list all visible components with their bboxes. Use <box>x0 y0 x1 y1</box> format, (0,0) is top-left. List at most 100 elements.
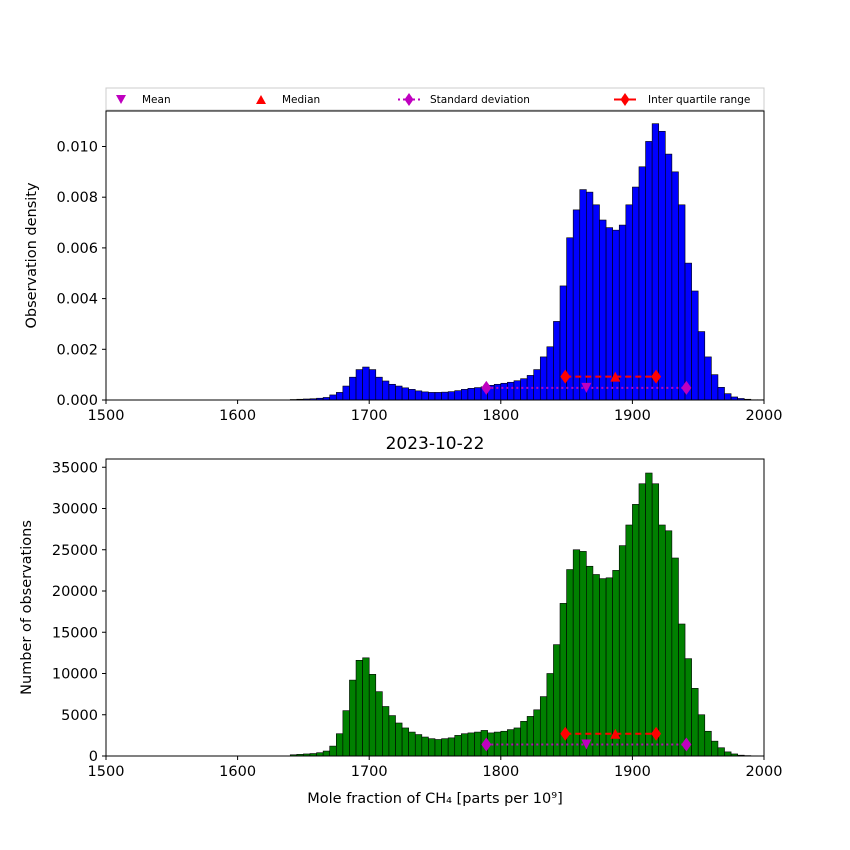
legend-std-marker-icon <box>404 93 414 106</box>
density-bar <box>414 390 423 401</box>
count-bar <box>461 733 469 757</box>
count-bar <box>513 727 521 757</box>
density-bar <box>546 346 554 401</box>
density-y-tick-label: 0.000 <box>56 393 98 409</box>
count-x-tick-label: 2000 <box>746 764 783 780</box>
count-std-endpoint-marker <box>681 737 692 752</box>
density-axes-frame <box>105 110 765 401</box>
count-x-tick-label: 1800 <box>482 764 519 780</box>
count-bar <box>335 733 344 757</box>
density-x-ticks: 1500 1600 1700 1800 1900 2000 <box>88 400 782 424</box>
density-bar <box>467 388 475 401</box>
count-bar <box>322 750 331 757</box>
count-x-tick-label: 1900 <box>614 764 651 780</box>
density-y-tick-label: 0.002 <box>56 342 98 358</box>
count-y-tick-label: 35000 <box>52 460 98 476</box>
count-bar <box>362 657 370 757</box>
density-bar <box>395 385 403 401</box>
count-bar <box>467 732 475 757</box>
count-bar <box>586 565 594 757</box>
count-mean-marker <box>581 739 592 750</box>
count-axes-frame <box>105 458 765 757</box>
count-bar <box>395 722 403 757</box>
count-y-tick-label: 20000 <box>52 584 98 600</box>
count-bar <box>704 730 712 757</box>
density-bar <box>704 356 712 401</box>
count-y-tick-label: 25000 <box>52 543 98 559</box>
density-bar <box>684 262 692 401</box>
density-bar <box>632 186 640 401</box>
count-bar <box>539 696 548 757</box>
density-bars <box>289 123 765 401</box>
density-bar <box>408 389 416 401</box>
count-bar <box>428 738 436 757</box>
density-x-tick-label: 1800 <box>482 408 519 424</box>
density-bar <box>434 392 442 401</box>
density-bar <box>474 387 482 401</box>
density-bar <box>507 381 515 401</box>
count-bar <box>355 659 363 757</box>
count-bar <box>592 574 600 757</box>
density-bar <box>428 392 436 401</box>
density-iqr-endpoint-marker <box>651 369 662 384</box>
density-bar <box>520 378 528 401</box>
legend-median-label: Median <box>282 94 320 106</box>
legend-iqr-label: Inter quartile range <box>648 94 750 106</box>
density-x-tick-label: 1700 <box>351 408 388 424</box>
legend-median-marker-icon <box>256 95 266 104</box>
density-bar <box>618 224 627 401</box>
density-bar <box>335 392 344 401</box>
count-bar <box>711 740 719 757</box>
density-bar <box>586 191 594 401</box>
count-bar <box>645 472 653 757</box>
density-bar <box>697 331 706 401</box>
count-y-ticks: 0 5000 10000 15000 20000 25000 30000 35000 <box>52 460 106 765</box>
count-bar <box>474 731 482 757</box>
density-std-endpoint-marker <box>681 380 692 395</box>
count-bar <box>625 524 633 757</box>
count-bar <box>671 557 679 757</box>
density-bar <box>401 387 409 401</box>
count-std-endpoint-marker <box>481 737 492 752</box>
count-bar <box>566 569 574 757</box>
count-bar <box>329 745 337 757</box>
density-bar <box>691 290 699 401</box>
count-bar <box>678 623 686 757</box>
count-bar <box>605 577 613 757</box>
count-bar <box>599 578 607 757</box>
count-bar <box>664 530 673 757</box>
density-bar <box>651 123 660 401</box>
density-bar <box>678 204 686 401</box>
count-bar <box>408 731 416 757</box>
density-mean-marker <box>581 382 592 393</box>
count-y-tick-label: 15000 <box>52 625 98 641</box>
density-bar <box>375 376 383 401</box>
count-bar <box>697 714 706 757</box>
count-bar <box>691 688 699 757</box>
density-bar <box>671 171 679 401</box>
count-stat-markers <box>481 726 692 752</box>
count-median-marker <box>610 728 621 739</box>
density-bar <box>421 391 429 401</box>
density-bar <box>441 391 449 401</box>
density-bar <box>625 204 633 401</box>
density-x-tick-label: 1600 <box>219 408 256 424</box>
density-bar <box>493 383 502 401</box>
density-bar <box>592 204 600 401</box>
count-bar <box>553 644 561 757</box>
density-bar <box>342 385 350 401</box>
count-chart-title: 2023-10-22 <box>386 434 485 454</box>
count-bar <box>533 709 541 757</box>
density-bar <box>382 380 390 401</box>
count-bar <box>526 716 534 757</box>
count-y-tick-label: 5000 <box>61 708 98 724</box>
density-bar <box>349 376 357 401</box>
count-iqr-endpoint-marker <box>651 726 662 741</box>
legend-frame <box>105 87 765 111</box>
count-bar <box>414 734 423 757</box>
density-histogram-panel: 1500 1600 1700 1800 1900 2000 0.000 0.002 0.004… <box>24 110 782 424</box>
count-bar <box>382 706 390 757</box>
density-y-axis-label: Observation density <box>24 182 40 328</box>
